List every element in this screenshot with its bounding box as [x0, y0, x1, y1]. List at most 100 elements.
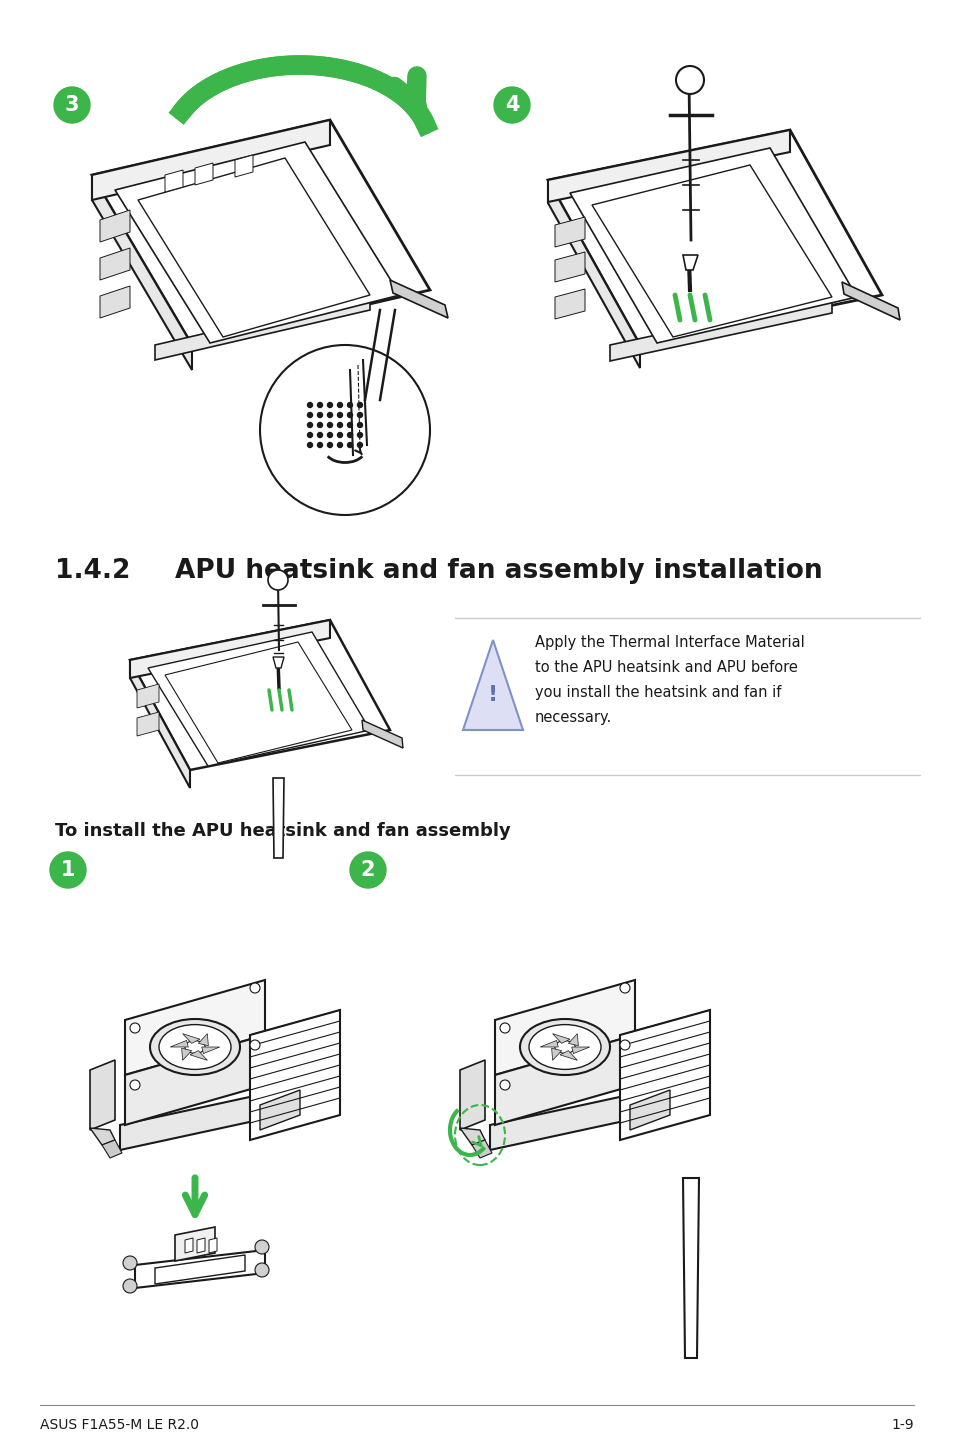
Polygon shape [559, 1051, 577, 1060]
Circle shape [268, 569, 288, 590]
Text: necessary.: necessary. [535, 710, 612, 725]
Polygon shape [547, 129, 882, 345]
Circle shape [357, 443, 362, 447]
Polygon shape [115, 142, 399, 344]
Polygon shape [390, 280, 448, 318]
Circle shape [337, 443, 342, 447]
Circle shape [347, 413, 352, 417]
Circle shape [317, 403, 322, 407]
Polygon shape [174, 1227, 214, 1261]
Circle shape [327, 423, 333, 427]
Polygon shape [609, 298, 831, 361]
Circle shape [619, 984, 629, 994]
Polygon shape [198, 1034, 208, 1045]
Polygon shape [181, 1048, 192, 1060]
Polygon shape [629, 1090, 669, 1130]
Ellipse shape [555, 1041, 575, 1053]
Polygon shape [462, 640, 522, 731]
Circle shape [254, 1240, 269, 1254]
Polygon shape [547, 180, 639, 368]
Ellipse shape [519, 1020, 609, 1076]
Polygon shape [619, 1009, 709, 1140]
Polygon shape [185, 1238, 193, 1252]
Circle shape [130, 1022, 140, 1032]
Circle shape [327, 413, 333, 417]
Circle shape [250, 1040, 260, 1050]
Polygon shape [135, 1250, 265, 1288]
Circle shape [307, 423, 313, 427]
Text: To install the APU heatsink and fan assembly: To install the APU heatsink and fan asse… [55, 823, 510, 840]
Polygon shape [100, 210, 130, 242]
Polygon shape [91, 119, 330, 200]
Polygon shape [102, 1140, 122, 1158]
Circle shape [50, 851, 86, 889]
Circle shape [499, 1080, 510, 1090]
Polygon shape [137, 684, 159, 707]
Polygon shape [592, 165, 831, 336]
Ellipse shape [185, 1041, 205, 1053]
Polygon shape [100, 286, 130, 318]
Polygon shape [130, 620, 330, 677]
Circle shape [350, 851, 386, 889]
Polygon shape [682, 1178, 699, 1357]
Circle shape [307, 433, 313, 437]
Polygon shape [130, 660, 190, 788]
Polygon shape [551, 1048, 561, 1060]
Polygon shape [165, 170, 183, 193]
Circle shape [317, 423, 322, 427]
Polygon shape [234, 155, 253, 177]
Polygon shape [495, 981, 635, 1076]
Text: 1-9: 1-9 [890, 1418, 913, 1432]
Text: 1: 1 [61, 860, 75, 880]
Ellipse shape [529, 1025, 600, 1070]
Circle shape [337, 423, 342, 427]
Polygon shape [154, 295, 370, 360]
Circle shape [499, 1022, 510, 1032]
Circle shape [123, 1255, 137, 1270]
Circle shape [307, 443, 313, 447]
Polygon shape [569, 148, 856, 344]
Circle shape [347, 443, 352, 447]
Circle shape [619, 1040, 629, 1050]
Circle shape [130, 1080, 140, 1090]
Polygon shape [125, 1035, 265, 1125]
Polygon shape [260, 1090, 299, 1130]
Polygon shape [125, 981, 265, 1076]
Circle shape [307, 403, 313, 407]
Polygon shape [209, 1238, 216, 1252]
Circle shape [347, 403, 352, 407]
Circle shape [347, 423, 352, 427]
Circle shape [357, 413, 362, 417]
Circle shape [357, 423, 362, 427]
Polygon shape [555, 217, 584, 247]
Polygon shape [841, 282, 899, 321]
Circle shape [250, 984, 260, 994]
Polygon shape [196, 1238, 205, 1252]
Circle shape [307, 413, 313, 417]
Polygon shape [495, 1035, 635, 1125]
Polygon shape [571, 1047, 589, 1054]
Circle shape [494, 88, 530, 124]
Polygon shape [555, 252, 584, 282]
Text: 1.4.2: 1.4.2 [55, 558, 131, 584]
Polygon shape [273, 657, 284, 669]
Polygon shape [130, 620, 390, 769]
Circle shape [317, 413, 322, 417]
Circle shape [337, 403, 342, 407]
Polygon shape [138, 158, 370, 336]
Circle shape [317, 433, 322, 437]
Polygon shape [194, 162, 213, 186]
Polygon shape [250, 1009, 339, 1140]
Polygon shape [148, 631, 370, 766]
Polygon shape [182, 1034, 200, 1044]
Polygon shape [555, 289, 584, 319]
Text: to the APU heatsink and APU before: to the APU heatsink and APU before [535, 660, 797, 674]
Polygon shape [91, 119, 430, 345]
Circle shape [123, 1278, 137, 1293]
Circle shape [337, 413, 342, 417]
Polygon shape [459, 1127, 484, 1145]
Polygon shape [100, 247, 130, 280]
Text: Apply the Thermal Interface Material: Apply the Thermal Interface Material [535, 636, 804, 650]
Circle shape [327, 403, 333, 407]
Circle shape [327, 433, 333, 437]
